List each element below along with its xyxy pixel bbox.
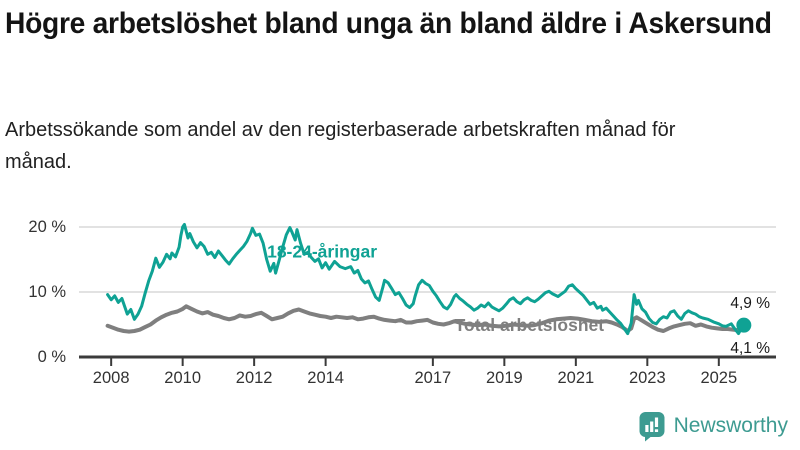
y-tick-label: 20 % — [28, 218, 66, 236]
line-chart: 0 % 10 % 20 % 2008 2010 2012 2014 2017 2019 2021 2… — [0, 200, 800, 400]
chart-subtitle: Arbetssökande som andel av den registerb… — [5, 119, 676, 173]
unemployment-line-chart-svg: 0 % 10 % 20 % 2008 2010 2012 2014 2017 2019 2021 2… — [28, 218, 776, 387]
x-tick-label: 2025 — [700, 369, 737, 387]
x-tick-label: 2008 — [93, 369, 130, 387]
series-line-youth — [106, 222, 746, 336]
end-value-label-total: 4,1 % — [730, 340, 770, 357]
series-label-youth: 18-24-åringar — [267, 242, 377, 262]
x-tick-label: 2012 — [236, 369, 273, 387]
end-value-label-youth: 4,9 % — [730, 295, 770, 312]
series-line-total — [105, 304, 748, 334]
x-tick-label: 2023 — [629, 369, 666, 387]
page-title: Högre arbetslöshet bland unga än bland ä… — [5, 7, 772, 40]
x-tick-label: 2014 — [307, 369, 344, 387]
series-end-dot-youth — [736, 317, 752, 333]
y-tick-label: 0 % — [38, 348, 67, 366]
x-tick-label: 2019 — [486, 369, 523, 387]
brand-footer: Newsworthy — [638, 410, 788, 442]
x-tick-label: 2017 — [415, 369, 452, 387]
x-tick-label: 2021 — [557, 369, 594, 387]
y-tick-label: 10 % — [28, 283, 66, 301]
newsworthy-logo-icon — [638, 410, 666, 442]
series-label-total: Total arbetslöshet — [455, 315, 605, 335]
brand-name: Newsworthy — [673, 414, 788, 437]
x-tick-label: 2010 — [164, 369, 201, 387]
